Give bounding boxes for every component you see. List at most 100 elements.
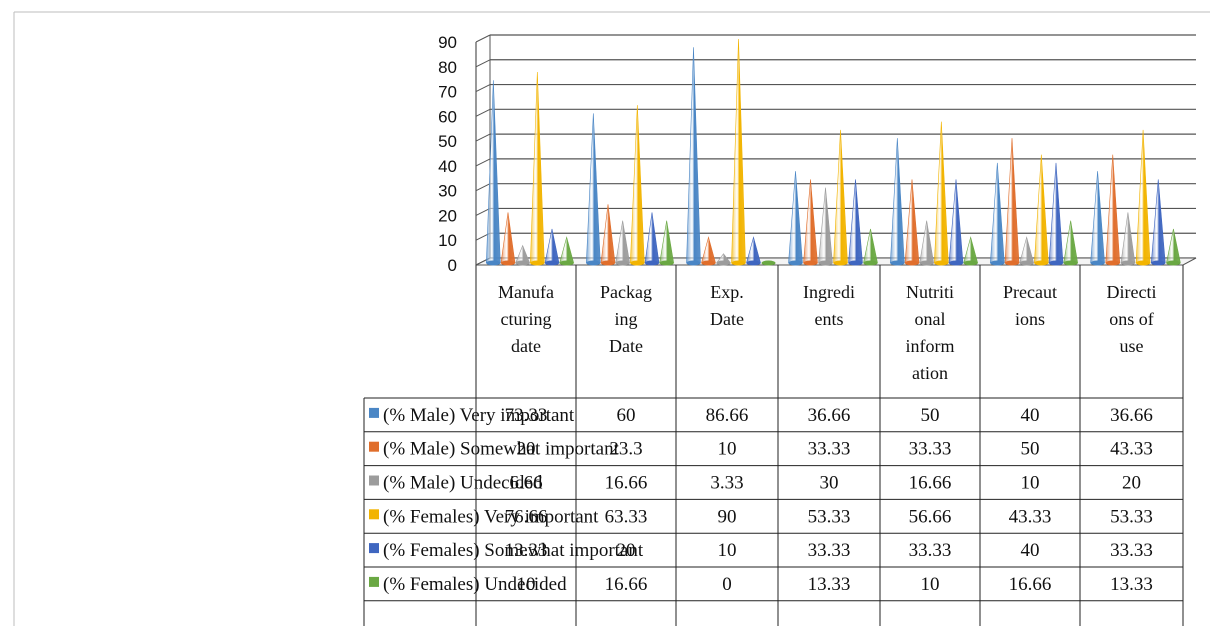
- table-cell-value: 10: [718, 540, 737, 561]
- cone-base: [788, 260, 803, 266]
- cone-bar: [659, 220, 675, 266]
- table-cell-value: 16.66: [605, 473, 648, 494]
- table-cell-value: 16.66: [605, 574, 648, 595]
- legend-swatch: [369, 441, 379, 452]
- gridline-depth: [475, 183, 491, 192]
- cone-bar: [746, 236, 761, 266]
- cone-base: [848, 260, 863, 266]
- cone-base: [716, 260, 731, 266]
- x-category-label: Ingredi: [803, 282, 855, 302]
- table-cell-value: 86.66: [706, 405, 749, 426]
- cone-bar: [715, 253, 732, 266]
- cone-bar: [500, 212, 516, 266]
- cone-bar: [515, 244, 531, 266]
- table-cell-value: 43.33: [1009, 506, 1052, 527]
- cone-base: [586, 260, 601, 266]
- gridline-depth: [475, 207, 491, 216]
- x-category-label: Date: [710, 309, 744, 329]
- table-cell-value: 36.66: [1110, 405, 1153, 426]
- cone-body: [948, 179, 964, 264]
- legend-swatch: [369, 407, 379, 418]
- y-tick-label: 30: [438, 182, 457, 201]
- legend-label: (% Male) Somewhat important: [383, 439, 620, 460]
- cone-body: [746, 236, 761, 264]
- cone-body: [934, 121, 949, 264]
- cone-base: [1063, 260, 1078, 266]
- cone-base: [486, 260, 501, 266]
- cone-bar: [818, 187, 833, 266]
- table-cell-value: 6.66: [509, 473, 542, 494]
- cone-base: [949, 260, 963, 266]
- cone-body: [559, 236, 575, 264]
- cone-body: [863, 228, 878, 264]
- cone-bar: [530, 72, 545, 266]
- cone-base: [833, 260, 848, 266]
- cone-bar: [600, 204, 616, 266]
- cone-body: [515, 244, 531, 264]
- gridline-depth: [475, 84, 491, 93]
- cone-base: [863, 260, 878, 266]
- x-category-label: Packag: [600, 282, 652, 302]
- table-cell-value: 36.66: [808, 405, 851, 426]
- table-cell-value: 53.33: [808, 506, 851, 527]
- x-category-label: ions: [1015, 309, 1045, 329]
- table-cell-value: 30: [820, 473, 839, 494]
- table-cell-value: 33.33: [909, 540, 952, 561]
- cone-body: [586, 113, 601, 264]
- cone-bar: [486, 80, 501, 266]
- table-cell-value: 40: [1021, 540, 1040, 561]
- cone-bar: [615, 220, 631, 266]
- table-cell-value: 50: [921, 405, 940, 426]
- cone-bar: [1004, 138, 1020, 266]
- table-cell-value: 0: [722, 574, 732, 595]
- x-category-label: Date: [609, 336, 643, 356]
- cone-bar: [586, 113, 601, 266]
- table-cell-value: 53.33: [1110, 506, 1153, 527]
- cone-body: [686, 47, 701, 264]
- cone-bar: [1166, 228, 1181, 266]
- table-cell-value: 33.33: [909, 439, 952, 460]
- cone-base: [1034, 260, 1049, 266]
- cone-body: [818, 187, 833, 264]
- legend-swatch: [369, 576, 379, 587]
- x-category-label: use: [1120, 336, 1144, 356]
- cone-body: [644, 212, 660, 264]
- cone-bar: [559, 236, 575, 266]
- table-cell-value: 50: [1021, 439, 1040, 460]
- table-cell-value: 20: [517, 439, 536, 460]
- cone-body: [1135, 129, 1151, 264]
- cone-body: [615, 220, 631, 264]
- cone-base: [990, 260, 1005, 266]
- cone-base: [803, 260, 818, 266]
- cone-base: [659, 260, 674, 266]
- y-tick-label: 20: [438, 206, 457, 225]
- table-cell-value: 10: [517, 574, 536, 595]
- gridline-depth: [475, 59, 491, 68]
- cone-body: [963, 236, 979, 264]
- table-cell-value: 33.33: [808, 439, 851, 460]
- cone-body: [659, 220, 675, 264]
- cone-body: [701, 236, 716, 264]
- gridline-depth: [475, 34, 491, 43]
- cone-base: [1136, 260, 1151, 266]
- cone-base: [818, 260, 833, 266]
- cone-bar: [701, 236, 716, 266]
- cone-bar: [544, 228, 560, 266]
- x-category-label: cturing: [501, 309, 552, 329]
- cone-body: [530, 72, 545, 264]
- cone-base: [501, 260, 515, 266]
- table-cell-value: 63.33: [605, 506, 648, 527]
- cone-base: [1166, 260, 1181, 266]
- legend-swatch: [369, 509, 379, 520]
- cone-base: [963, 260, 978, 266]
- cone-body: [1048, 162, 1064, 264]
- table-cell-value: 16.66: [1009, 574, 1052, 595]
- table-cell-value: 16.66: [909, 473, 952, 494]
- cone-body: [731, 38, 746, 264]
- table-cell-value: 13.33: [808, 574, 851, 595]
- gridline-depth: [475, 133, 491, 142]
- cone-bar: [1120, 212, 1136, 266]
- cone-base: [701, 260, 716, 266]
- x-category-label: Directi: [1107, 282, 1157, 302]
- cone-body: [904, 179, 920, 264]
